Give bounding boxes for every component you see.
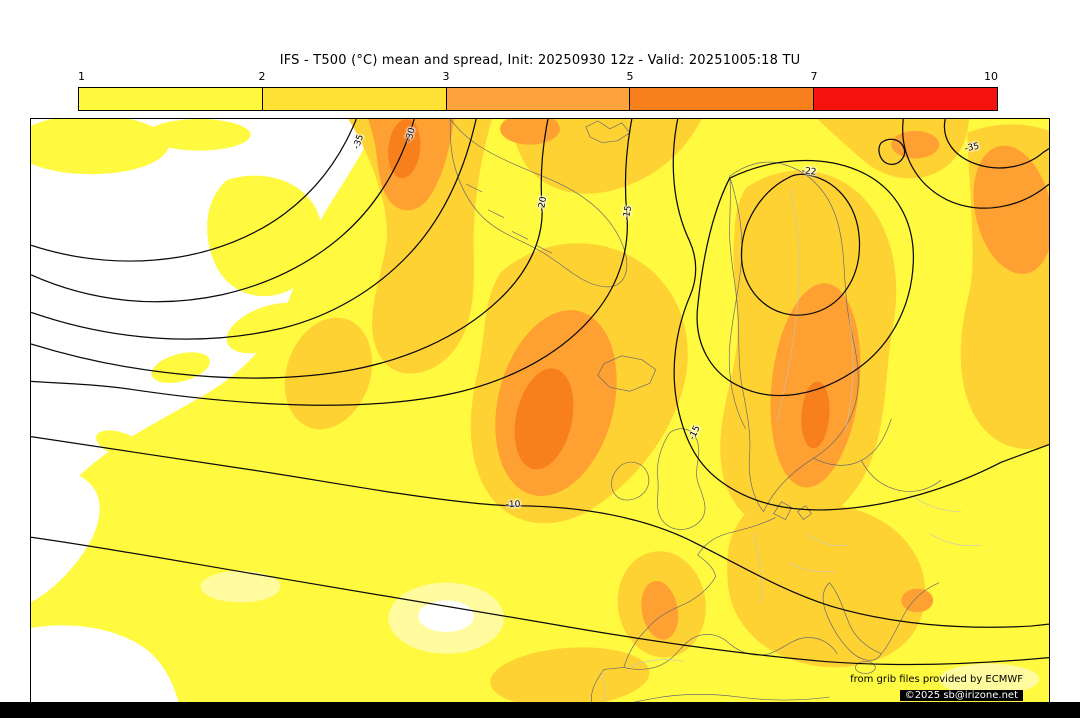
weather-map-svg [31, 119, 1049, 703]
contour-layer [31, 119, 1049, 666]
colorbar-tick: 7 [810, 70, 818, 83]
colorbar-tick: 3 [442, 70, 450, 83]
coastline-layer [449, 119, 942, 703]
colorbar-segment [262, 88, 447, 110]
attribution-source: from grib files provided by ECMWF [850, 674, 1023, 685]
attribution-copyright: ©2025 sb@irizone.net [899, 690, 1023, 701]
chart-title: IFS - T500 (°C) mean and spread, Init: 2… [279, 53, 801, 68]
bottom-black-bar [0, 702, 1080, 718]
colorbar-tick: 10 [984, 70, 998, 83]
colorbar-segment [446, 88, 631, 110]
colorbar-segment [814, 88, 997, 110]
spread-fill-layer [31, 119, 1049, 703]
colorbar-tick: 2 [258, 70, 266, 83]
colorbar: 1 2 3 5 7 10 [78, 70, 998, 112]
colorbar-ticks: 1 2 3 5 7 10 [78, 70, 998, 85]
map-area: -35 -30 -20 -15 -22 -35 -15 -10 from grib files… [30, 118, 1050, 704]
colorbar-tick: 1 [78, 70, 85, 83]
colorbar-bar [78, 87, 998, 111]
colorbar-tick: 5 [626, 70, 634, 83]
colorbar-segment [79, 88, 263, 110]
colorbar-segment [630, 88, 815, 110]
